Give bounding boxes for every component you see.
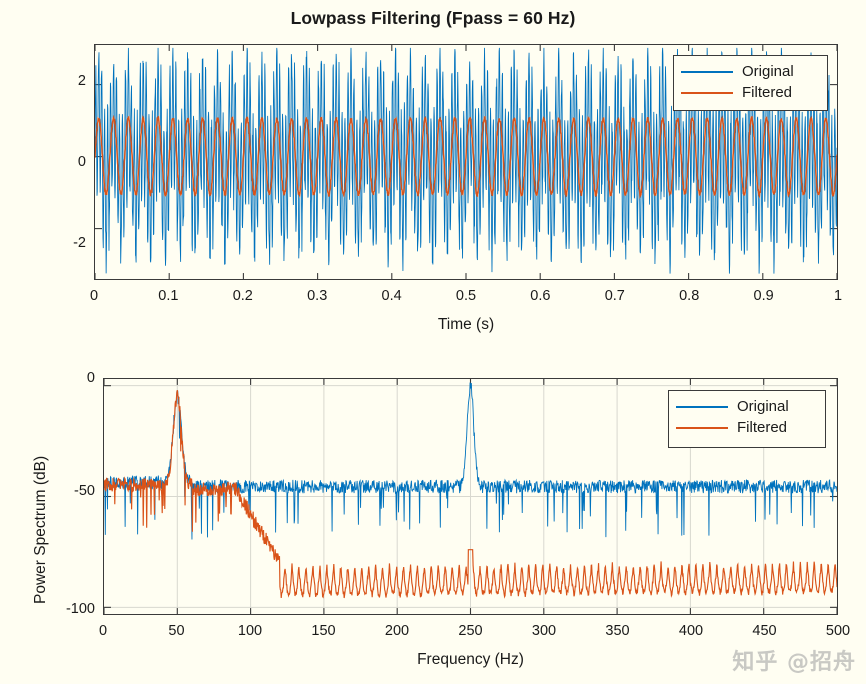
time-xtick-0-5: 0.5 — [455, 288, 477, 304]
legend-entry-original[interactable]: Original — [681, 61, 818, 82]
spec-ytick-m100: -100 — [65, 601, 95, 617]
power-spectrum-legend[interactable]: Original Filtered — [668, 390, 826, 448]
time-xtick-0-3: 0.3 — [307, 288, 328, 304]
watermark: 知乎 @招舟 — [732, 650, 856, 675]
spec-xtick-0: 0 — [98, 623, 108, 639]
legend-label-filtered: Filtered — [742, 84, 793, 101]
time-xtick-0-8: 0.8 — [679, 288, 700, 304]
legend-swatch-filtered-spec — [676, 426, 728, 429]
legend-entry-original-spec[interactable]: Original — [676, 396, 816, 417]
time-xtick-1: 1 — [833, 288, 843, 304]
time-ytick-2: 2 — [77, 73, 86, 89]
spec-xtick-200: 200 — [384, 623, 410, 639]
spec-xtick-250: 250 — [458, 623, 483, 639]
spec-xtick-400: 400 — [678, 623, 704, 639]
legend-swatch-original — [681, 70, 733, 73]
spec-xtick-100: 100 — [237, 623, 263, 639]
time-xtick-0-2: 0.2 — [232, 288, 253, 304]
legend-entry-filtered-spec[interactable]: Filtered — [676, 417, 816, 438]
figure-title: Lowpass Filtering (Fpass = 60 Hz) — [290, 8, 576, 28]
time-xtick-0-9: 0.9 — [753, 288, 774, 304]
spec-xtick-50: 50 — [168, 623, 185, 639]
spec-xtick-450: 450 — [752, 623, 777, 639]
legend-swatch-original-spec — [676, 405, 728, 408]
legend-entry-filtered[interactable]: Filtered — [681, 82, 818, 103]
time-domain-plot — [95, 45, 837, 279]
spec-ytick-0: 0 — [86, 370, 95, 386]
legend-label-filtered-spec: Filtered — [737, 419, 788, 436]
spec-xtick-150: 150 — [311, 623, 336, 639]
time-ytick-m2: -2 — [73, 235, 86, 251]
time-xaxis-label: Time (s) — [437, 316, 495, 333]
spec-xtick-500: 500 — [825, 623, 851, 639]
time-ytick-0: 0 — [77, 154, 86, 170]
time-xtick-0-1: 0.1 — [158, 288, 179, 304]
legend-label-original: Original — [742, 63, 794, 80]
power-spectrum-plot — [104, 379, 837, 614]
time-xtick-0-6: 0.6 — [530, 288, 551, 304]
spec-xtick-350: 350 — [605, 623, 630, 639]
spec-yaxis-label: Power Spectrum (dB) — [32, 455, 49, 604]
time-domain-legend[interactable]: Original Filtered — [673, 55, 828, 111]
time-xtick-0: 0 — [89, 288, 99, 304]
spec-xaxis-label: Frequency (Hz) — [417, 651, 524, 668]
legend-swatch-filtered — [681, 91, 733, 94]
spec-xtick-300: 300 — [531, 623, 557, 639]
spec-ytick-m50: -50 — [74, 483, 95, 499]
time-xtick-0-7: 0.7 — [604, 288, 625, 304]
legend-label-original-spec: Original — [737, 398, 789, 415]
time-xtick-0-4: 0.4 — [381, 288, 402, 304]
